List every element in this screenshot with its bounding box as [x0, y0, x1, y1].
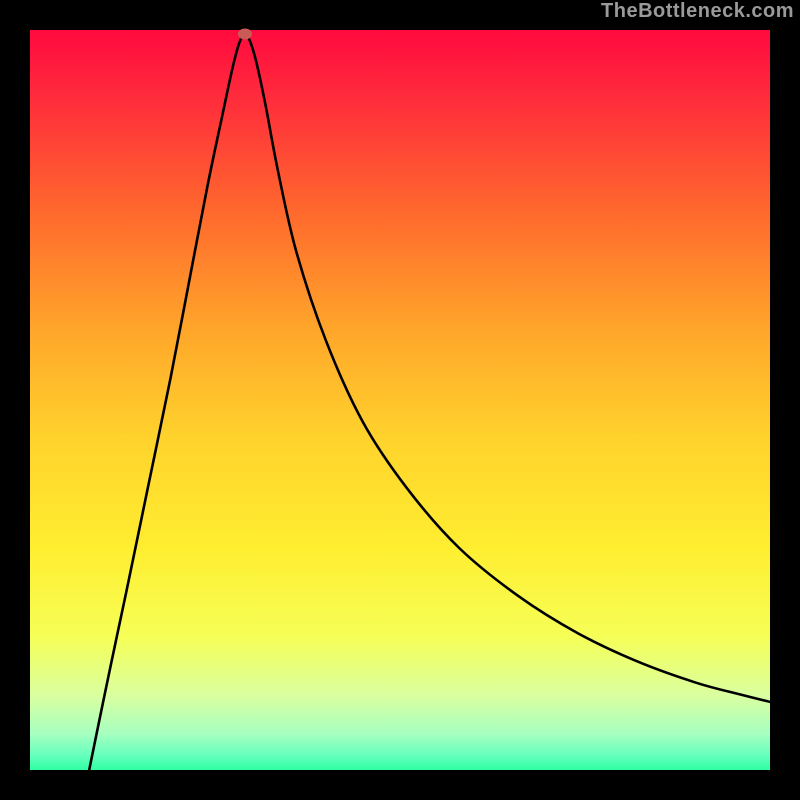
- watermark-text: TheBottleneck.com: [601, 0, 794, 23]
- bottleneck-curve: [89, 34, 770, 770]
- optimum-marker: [238, 29, 252, 40]
- plot-area: [30, 30, 770, 770]
- curve-layer: [30, 30, 770, 770]
- chart-canvas: TheBottleneck.com: [0, 0, 800, 800]
